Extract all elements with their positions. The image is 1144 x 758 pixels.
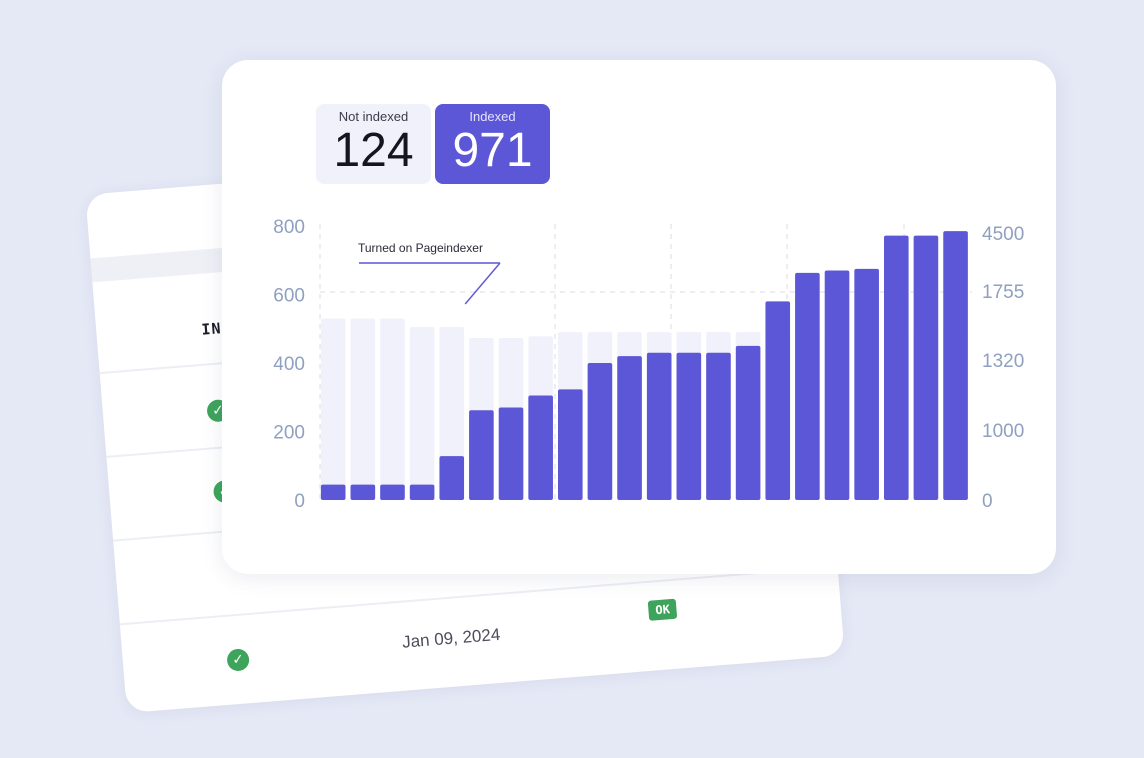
total-bar [320, 318, 346, 500]
table-row-divider [119, 565, 838, 626]
y-right-tick: 1000 [982, 421, 1024, 442]
y-right-tick: 1320 [982, 351, 1024, 372]
indexed-value: 971 [452, 124, 533, 177]
indexed-bar [320, 484, 346, 500]
indexed-bar [735, 345, 761, 500]
indexed-bar [617, 356, 642, 500]
indexed-bar [469, 410, 494, 500]
not-indexed-value: 124 [333, 124, 414, 177]
y-left-tick: 800 [273, 217, 305, 238]
indexed-bar [706, 352, 731, 500]
y-right-tick: 4500 [982, 224, 1024, 245]
indexed-bar [854, 268, 879, 500]
y-right-tick: 0 [982, 491, 993, 512]
indexed-bar [913, 235, 939, 500]
check-circle-icon: ✓ [226, 648, 250, 672]
y-left-tick: 200 [273, 423, 305, 444]
row-date: Jan 09, 2024 [401, 624, 501, 652]
indexed-bar [646, 352, 672, 500]
not-indexed-stat: Not indexed 124 [316, 104, 431, 184]
indexed-bar [795, 272, 820, 500]
annotation-label: Turned on Pageindexer [358, 241, 483, 255]
indexed-bar [587, 363, 613, 500]
indexed-bar [439, 456, 465, 500]
indexed-bar [943, 231, 968, 500]
indexed-bar [409, 484, 435, 500]
total-bar [350, 318, 376, 500]
indexed-bar [824, 270, 850, 500]
total-bar [380, 318, 405, 500]
indexed-bar [528, 395, 553, 500]
indexed-bar [883, 235, 909, 500]
indexed-bar [557, 389, 583, 500]
indexed-bar [380, 484, 405, 500]
indexed-bar [765, 301, 791, 500]
y-left-tick: 600 [273, 286, 305, 307]
indexing-bar-chart: 0 200 400 600 800 0 1000 1320 1755 4500 Turned on … [273, 217, 1024, 512]
indexing-chart-card: Not indexed 124 Indexed 971 0 200 400 600 80… [222, 60, 1056, 574]
indexed-bar [676, 352, 702, 500]
not-indexed-label: Not indexed [338, 109, 409, 124]
indexed-label: Indexed [469, 109, 516, 124]
indexed-bar [498, 407, 524, 500]
y-left-tick: 400 [273, 354, 305, 375]
indexed-bar [350, 484, 376, 500]
total-bar [409, 327, 435, 500]
indexed-stat: Indexed 971 [435, 104, 550, 184]
y-right-tick: 1755 [982, 282, 1024, 303]
y-left-tick: 0 [294, 491, 305, 512]
status-badge: OK [647, 598, 678, 621]
annotation-pointer [464, 262, 501, 305]
